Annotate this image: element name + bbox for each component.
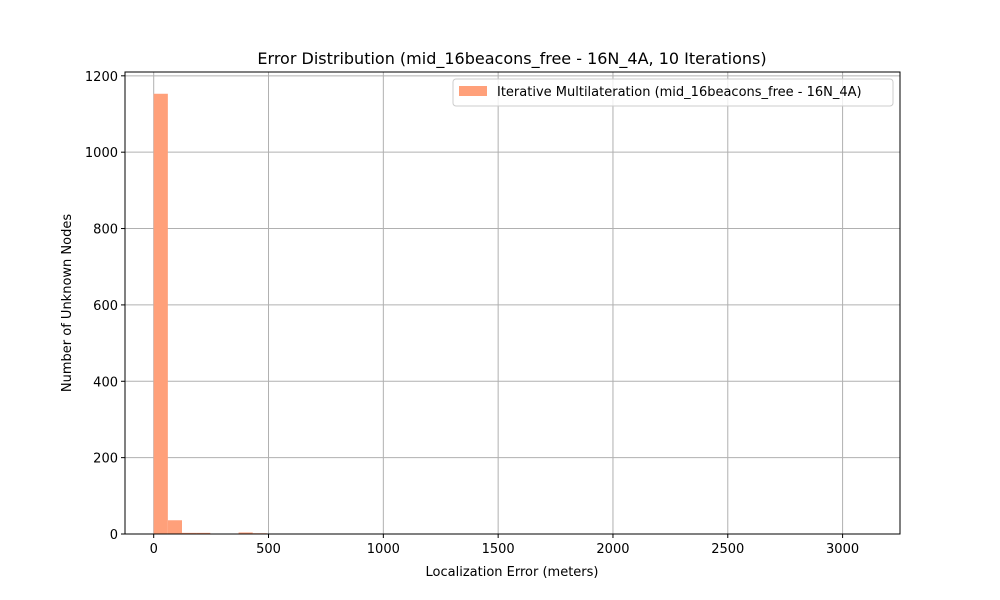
x-tick-label: 3000: [826, 542, 859, 557]
x-axis-label: Localization Error (meters): [426, 565, 599, 580]
x-tick-label: 2000: [596, 542, 629, 557]
y-tick-label: 1000: [85, 146, 118, 161]
y-tick-label: 400: [93, 375, 118, 390]
histogram-bar: [196, 532, 211, 534]
y-tick-label: 800: [93, 223, 118, 238]
histogram-bar: [238, 532, 253, 534]
legend-label: Iterative Multilateration (mid_16beacons…: [497, 85, 862, 100]
legend-swatch: [459, 86, 487, 96]
histogram-bar: [181, 532, 197, 534]
axis-ticks: 0 500 1000 1500 2000 2500 3000 0 200 400 600 800 100…: [85, 70, 859, 557]
histogram-bar: [153, 93, 168, 534]
y-tick-label: 600: [93, 299, 118, 314]
x-tick-label: 500: [256, 542, 281, 557]
plot-frame: [124, 71, 901, 535]
y-tick-label: 200: [93, 452, 118, 467]
x-tick-label: 0: [150, 542, 158, 557]
y-tick-label: 1200: [85, 70, 118, 85]
y-axis-label: Number of Unknown Nodes: [60, 214, 75, 392]
histogram-bar: [167, 520, 182, 534]
x-tick-label: 1000: [367, 542, 400, 557]
x-tick-label: 2500: [711, 542, 744, 557]
legend-box: [452, 78, 894, 107]
chart-title: Error Distribution (mid_16beacons_free -…: [257, 49, 766, 69]
legend: Iterative Multilateration (mid_16beacons…: [452, 78, 894, 107]
y-tick-label: 0: [110, 528, 118, 543]
x-tick-label: 1500: [482, 542, 515, 557]
